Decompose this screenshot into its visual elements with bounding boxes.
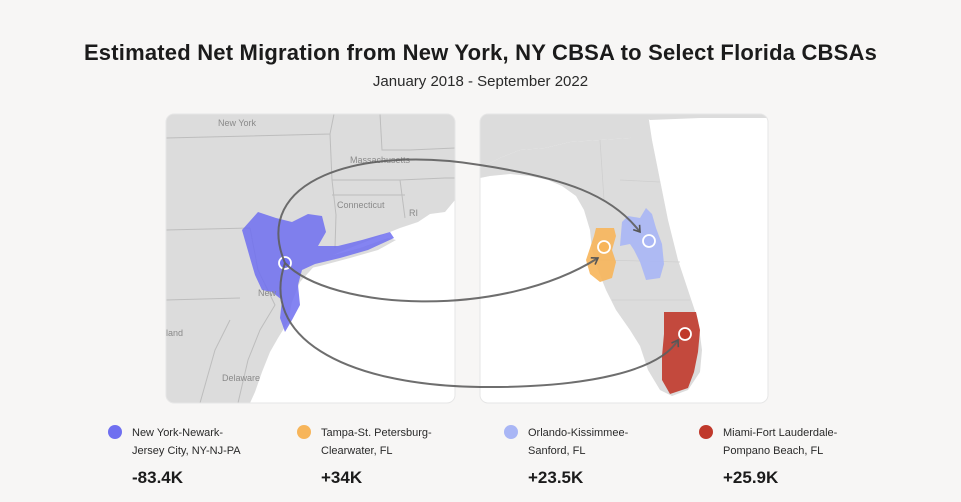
arc-to-miami	[279, 262, 680, 389]
legend-dot-tampa	[297, 425, 311, 439]
label-delaware: Delaware	[222, 373, 260, 383]
legend-value-new-york: -83.4K	[132, 468, 184, 487]
label-connecticut: Connecticut	[337, 200, 385, 210]
legend-label: Miami-Fort Lauderdale- Pompano Beach, FL	[723, 427, 838, 457]
northeast-map: New York Massachusetts Connecticut RI Ne…	[166, 114, 455, 403]
legend-label: Tampa-St. Petersburg- Clearwater, FL	[321, 427, 432, 457]
legend-dot-miami	[699, 425, 713, 439]
legend-label: New York-Newark- Jersey City, NY-NJ-PA	[132, 427, 241, 457]
legend-label: Orlando-Kissimmee- Sanford, FL	[528, 427, 629, 457]
label-massachusetts: Massachusetts	[350, 155, 411, 165]
orlando-marker	[642, 234, 656, 248]
arc-to-tampa	[284, 257, 600, 303]
chart-subtitle: January 2018 - September 2022	[372, 73, 589, 90]
label-rhode-island: RI	[409, 208, 418, 218]
legend-value-orlando: +23.5K	[528, 468, 584, 487]
label-new-york-state: New York	[218, 118, 257, 128]
legend-dot-new-york	[108, 425, 122, 439]
tampa-marker	[597, 240, 611, 254]
legend-value-miami: +25.9K	[723, 468, 779, 487]
legend-dot-orlando	[504, 425, 518, 439]
florida-map	[480, 114, 768, 403]
legend-value-tampa: +34K	[321, 468, 363, 487]
label-maryland: land	[166, 328, 183, 338]
miami-marker	[678, 327, 692, 341]
arc-to-orlando	[277, 158, 641, 264]
chart-title: Estimated Net Migration from New York, N…	[83, 40, 878, 65]
label-newark: New	[258, 288, 277, 298]
